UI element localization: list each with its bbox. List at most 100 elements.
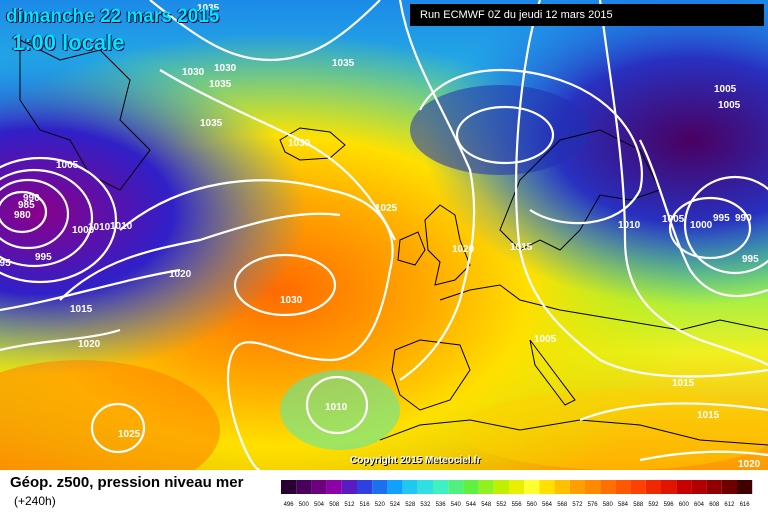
scale-swatch <box>691 480 707 494</box>
ireland-coast <box>397 231 426 266</box>
scale-swatch <box>509 480 525 494</box>
scale-tick-label: 564 <box>542 502 553 508</box>
isobar-1020-mid <box>398 0 476 381</box>
scale-swatch <box>311 480 327 494</box>
color-scale: 496 500 504 508 512 516 520 524 528 532 536 540 544 5… <box>281 480 753 508</box>
isobar-low-1000 <box>0 168 94 268</box>
weather-map: 1035 1030 1030 1035 1035 1035 1030 1005 … <box>0 0 768 470</box>
isobar-label: 1025 <box>118 429 141 440</box>
isobar-north-1005 <box>455 105 555 165</box>
scale-swatch <box>326 480 342 494</box>
isobar-label: 1015 <box>672 378 695 389</box>
scale-swatch <box>645 480 661 494</box>
africa-coast <box>379 419 768 446</box>
isobar-label: 1030 <box>280 295 303 306</box>
isobar-1020-west2 <box>0 328 121 352</box>
europe-coast <box>439 284 768 331</box>
greenland-coast <box>19 39 151 191</box>
iceland-coast <box>279 127 346 161</box>
isobar-label: 1000 <box>690 220 713 231</box>
isobar-label: 1035 <box>209 79 232 90</box>
isobar-label: 1010 <box>325 402 348 413</box>
z500-med-yellow <box>460 390 768 470</box>
isobar-label: 980 <box>14 210 31 221</box>
isobar-label: 1015 <box>510 242 533 253</box>
scale-tick-label: 520 <box>375 502 386 508</box>
scale-swatch <box>539 480 555 494</box>
isobar-label: 995 <box>742 254 759 265</box>
isobar-iberia-1010 <box>305 375 369 435</box>
isobar-1025 <box>119 179 394 470</box>
isobar-label: 1005 <box>56 160 79 171</box>
isobar-label: 1005 <box>534 334 557 345</box>
isobar-label: 1015 <box>70 304 93 315</box>
scale-tick-label: 548 <box>481 502 492 508</box>
isobars <box>0 0 768 470</box>
scale-tick-label: 568 <box>557 502 568 508</box>
scale-tick-label: 608 <box>709 502 720 508</box>
isobar-label: 1020 <box>78 339 101 350</box>
scale-swatch <box>737 480 753 494</box>
scale-tick-label: 580 <box>603 502 614 508</box>
isobar-label: 1005 <box>718 100 741 111</box>
isobar-label: 1010 <box>618 220 641 231</box>
scale-swatch <box>387 480 403 494</box>
scale-swatch <box>569 480 585 494</box>
isobar-east-995 <box>683 175 768 275</box>
scale-tick-label: 596 <box>664 502 675 508</box>
isobar-label: 995 <box>35 252 52 263</box>
scale-tick-label: 500 <box>299 502 310 508</box>
z500-iberia-trough <box>280 370 400 450</box>
scale-swatch <box>357 480 373 494</box>
scandinavia-coast <box>499 129 661 251</box>
scale-swatch <box>433 480 449 494</box>
scale-tick-label: 560 <box>527 502 538 508</box>
legend-forecast-hour: (+240h) <box>14 494 56 508</box>
scale-swatch <box>478 480 494 494</box>
isobar-label: 1010 <box>110 221 133 232</box>
isobar-label: 1035 <box>332 58 355 69</box>
isobar-label: 995 <box>713 213 730 224</box>
isobar-1005-east <box>639 139 768 298</box>
scale-tick-label: 604 <box>694 502 705 508</box>
scale-swatch <box>372 480 388 494</box>
isobar-east-1000 <box>668 196 752 260</box>
isobar-low-995 <box>0 178 70 250</box>
isobar-1030-north <box>159 69 396 241</box>
isobar-label: 1030 <box>182 67 205 78</box>
isobar-label: 985 <box>18 200 35 211</box>
scale-tick-label: 532 <box>420 502 431 508</box>
isobar-label: 1010 <box>88 222 111 233</box>
scale-tick-label: 540 <box>451 502 462 508</box>
isobar-1010-mid <box>598 0 768 366</box>
scale-swatch <box>721 480 737 494</box>
scale-swatch <box>676 480 692 494</box>
isobar-label: 1000 <box>72 225 95 236</box>
scale-tick-label: 552 <box>496 502 507 508</box>
isobar-label: 1035 <box>200 118 223 129</box>
scale-swatch <box>585 480 601 494</box>
isobar-label: 1020 <box>452 244 475 255</box>
scale-tick-label: 544 <box>466 502 477 508</box>
isobar-label: 1005 <box>714 84 737 95</box>
isobar-1015-south <box>579 402 768 422</box>
forecast-time: 1:00 locale <box>12 30 125 55</box>
scale-tick-label: 588 <box>633 502 644 508</box>
isobar-label: 1030 <box>214 63 237 74</box>
isobar-label: 1005 <box>662 214 685 225</box>
isobar-label: 1020 <box>738 459 761 470</box>
scale-tick-label: 584 <box>618 502 629 508</box>
copyright: Copyright 2015 Meteociel.fr <box>350 455 481 466</box>
coastlines <box>19 39 768 446</box>
scale-tick-label: 524 <box>390 502 401 508</box>
isobar-1015-mid <box>514 0 768 378</box>
scale-swatch <box>615 480 631 494</box>
scale-tick-label: 504 <box>314 502 325 508</box>
iberia-coast <box>391 339 471 411</box>
isobar-north-loop <box>419 68 643 225</box>
scale-swatch <box>296 480 312 494</box>
isobar-label: 1025 <box>375 203 398 214</box>
scale-swatch <box>281 480 297 494</box>
isobar-label: 1030 <box>288 138 311 149</box>
